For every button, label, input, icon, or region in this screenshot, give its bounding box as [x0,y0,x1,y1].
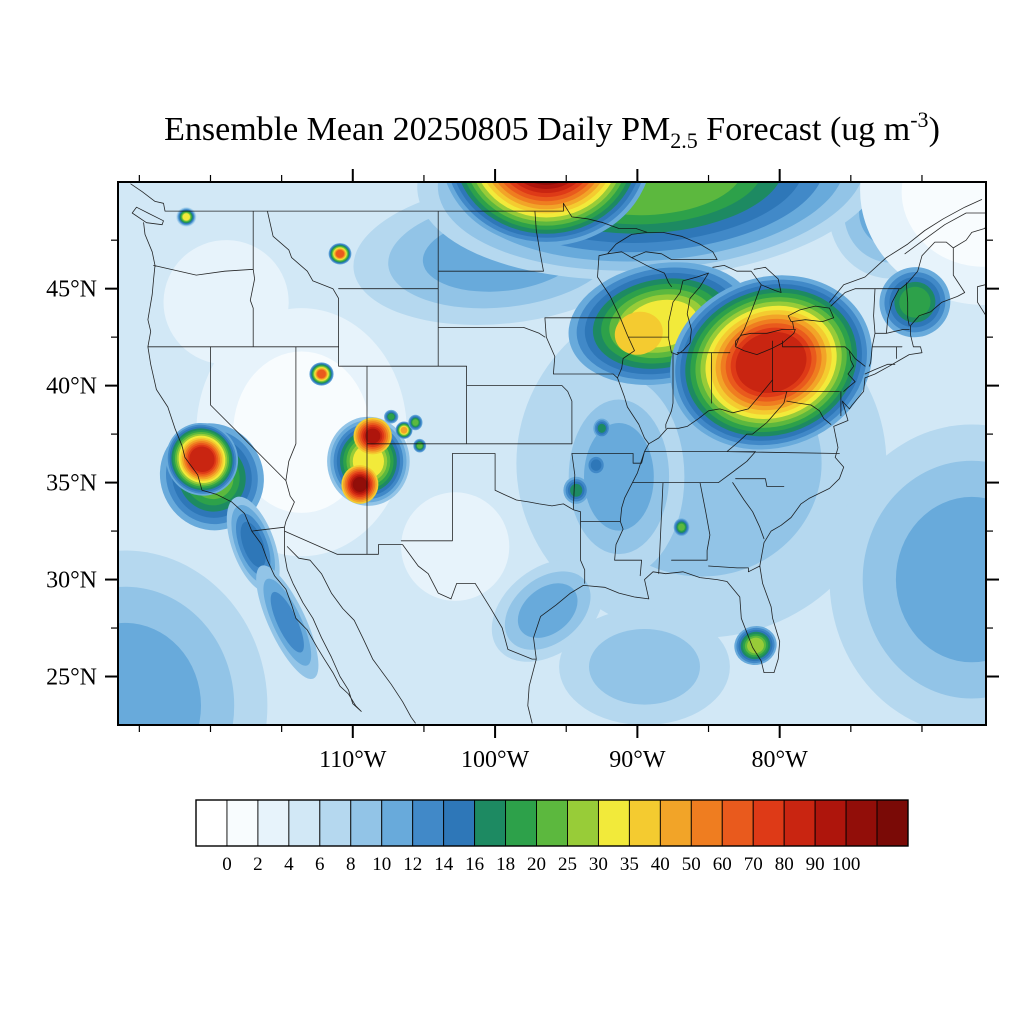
field-contour-baja-coast-band-south [270,591,304,653]
colorbar-cell [195,799,228,847]
lat-tick-label: 35°N [46,471,97,497]
field-contour-texas-coast [517,583,578,638]
colorbar-cell [659,799,692,847]
colorbar-cell [845,799,878,847]
field-contour-utah-fire-spot [317,369,326,379]
colorbar-tick-label: 8 [346,854,356,875]
colorbar-tick-label: 70 [744,854,763,875]
colorbar-cell [567,799,599,847]
field-contour-new-mexico-spot [417,442,423,449]
colorbar-tick-label: 10 [372,854,391,875]
field-contour-four-corners-fire-south [352,477,368,492]
field-contour-montana-fire-spot [335,250,345,258]
colorbar-tick-label: 14 [434,854,454,875]
colorbar-tick-label: 25 [558,854,577,875]
lon-tick-label: 100°W [461,747,530,773]
colorbar-cell [381,799,414,847]
colorbar-tick-label: 40 [651,854,670,875]
field-contour-california-fire-plume [189,446,215,473]
colorbar-cell [288,799,321,847]
colorbar-frame [195,799,909,847]
lon-tick-label: 80°W [752,747,809,773]
field-contour-colorado-spot-3 [388,413,395,420]
title-main: Ensemble Mean 20250805 Daily PM [164,111,670,148]
field-contour-four-corners-fire-north [365,428,381,444]
title-superscript: -3 [910,107,928,132]
colorbar-cell [628,799,661,847]
colorbar-cell [752,799,785,847]
colorbar-cell [783,799,816,847]
colorbar-tick-label: 4 [284,854,294,875]
colorbar-cell [350,799,383,847]
lon-tick-label: 110°W [319,747,387,773]
colorbar-tick-label: 50 [682,854,701,875]
field-contour-colorado-spot-1 [400,427,408,434]
axis-tick-labels: 45°N 40°N 35°N 30°N 25°N 110°W 100°W 90°W 80°W [46,277,808,773]
colorbar-cell [505,799,537,847]
colorbar-tick-label: 100 [832,854,861,875]
colorbar-cell [536,799,568,847]
field-contour-alabama-spot [678,523,685,531]
colorbar-tick-label: 6 [315,854,325,875]
field-contour-colorado-spot-2 [412,419,419,426]
colorbar-tick-label: 60 [713,854,732,875]
field-contour-atlantic-southeast [895,496,986,663]
field-contour-manitoba-smoke-plume [522,182,571,189]
colorbar-cell [226,799,259,847]
colorbar-tick-label: 20 [527,854,546,875]
axis-ticks [105,169,999,738]
field-contour-washington-border-spot [182,213,190,221]
field-contour-wisconsin-orange [614,311,663,355]
colorbar-tick-label: 12 [403,854,422,875]
colorbar-tick-label: 30 [589,854,608,875]
field-contour-gulf-of-mexico [589,629,700,705]
colorbar-tick-label: 16 [465,854,484,875]
basemap-outlines [130,183,986,724]
field-contour-atlantic-northeast-clean [901,182,986,267]
lat-tick-label: 40°N [46,374,97,400]
lat-tick-label: 30°N [46,568,97,594]
figure-title: Ensemble Mean 20250805 Daily PM2.5 Forec… [164,107,940,153]
field-contour-baja-coast-band-north [240,521,266,568]
field-contour-missouri-green [597,423,606,433]
colorbar-cell [597,799,630,847]
colorbar-tick-label: 35 [620,854,639,875]
title-subscript: 2.5 [670,128,698,153]
colorbar-cell [814,799,847,847]
colorbar-cell [721,799,754,847]
field-contour-pacific-southwest [118,622,201,725]
field-contour-oregon-clean [163,240,289,365]
pm25-field-layer [118,182,986,725]
lat-tick-label: 45°N [46,277,97,303]
colorbar-tick-label: 90 [806,854,825,875]
colorbar-tick-label: 0 [222,854,232,875]
colorbar-tick-label: 80 [775,854,794,875]
field-contour-mississippi-valley [584,423,654,531]
colorbar-cell [876,799,909,847]
colorbar-tick-label: 18 [496,854,515,875]
colorbar-cell [443,799,476,847]
field-contour-south-florida-spot [747,637,764,654]
colorbar-tick-label: 2 [253,854,263,875]
colorbar-cell [690,799,723,847]
colorbar-cell [319,799,352,847]
colorbar-cell [257,799,290,847]
title-end: ) [929,111,940,148]
title-mid: Forecast (ug m [698,111,910,148]
field-contour-ozark-green-2 [590,459,602,471]
field-contour-ozark-green-1 [570,483,583,497]
colorbar: 0 2 4 6 8 10 12 14 16 18 20 25 30 35 40 50 60 70 80 90 100 [195,799,909,875]
colorbar-cell [474,799,507,847]
field-contour-west-texas-clean [401,492,510,601]
map-frame [117,181,987,726]
colorbar-cell [412,799,445,847]
lat-tick-label: 25°N [46,665,97,691]
lon-tick-label: 90°W [609,747,666,773]
